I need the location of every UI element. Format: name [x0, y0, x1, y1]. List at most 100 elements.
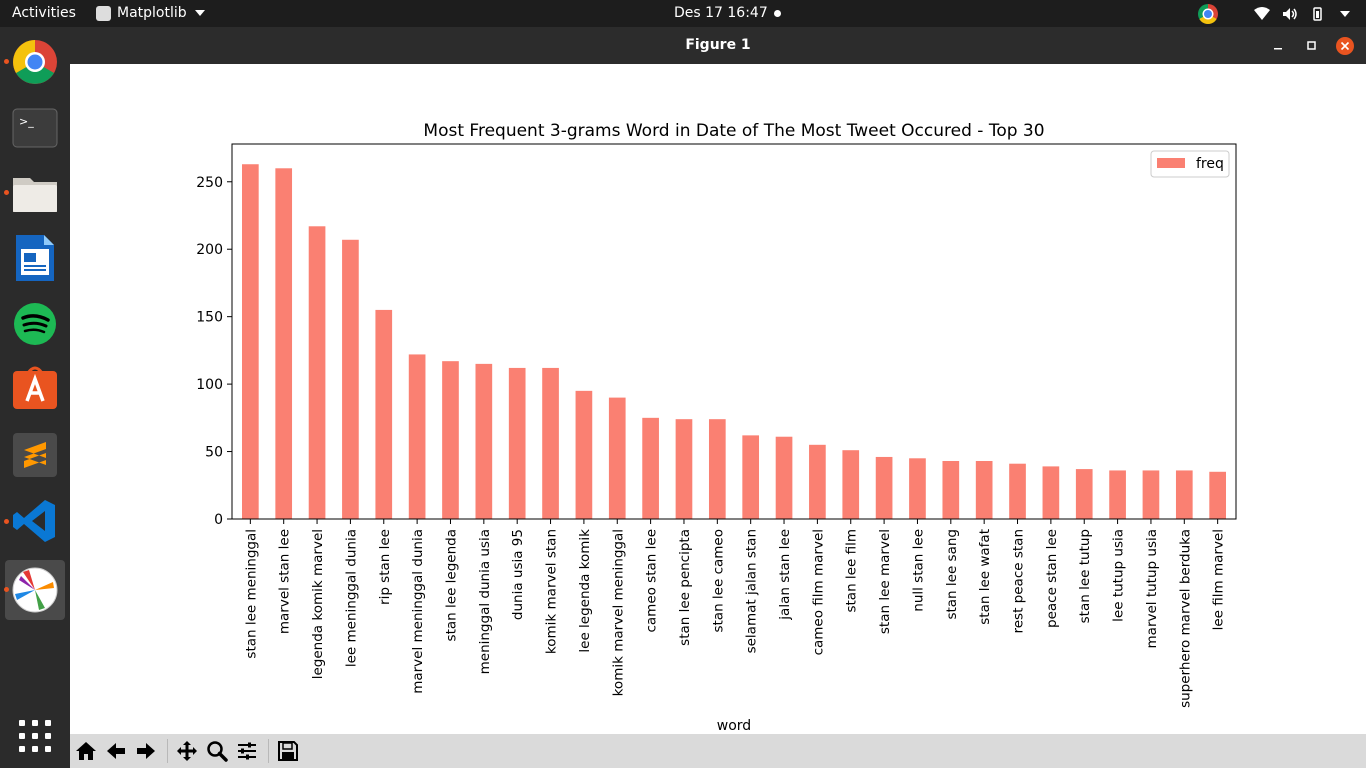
bar [242, 164, 259, 519]
bar [1109, 470, 1126, 519]
x-tick-label: legenda komik marvel [310, 529, 326, 679]
window-titlebar[interactable]: Figure 1 [70, 27, 1366, 64]
bar [708, 419, 726, 519]
dock-spotify[interactable] [10, 299, 60, 349]
x-tick-label: lee film marvel [1211, 529, 1227, 630]
wifi-icon[interactable] [1254, 7, 1270, 21]
subplots-icon [238, 742, 256, 760]
bar [308, 226, 326, 519]
maximize-icon[interactable] [1302, 37, 1320, 55]
home-button[interactable] [73, 738, 99, 764]
x-tick-label: marvel stan lee [277, 529, 293, 634]
bars-group [242, 164, 1226, 519]
bar [975, 460, 993, 519]
chrome-tray-icon[interactable] [1198, 4, 1218, 24]
volume-icon[interactable] [1282, 7, 1298, 21]
x-tick-label: stan lee pencipta [677, 529, 693, 646]
legend-box [1150, 150, 1230, 178]
bar [1209, 471, 1226, 519]
close-icon[interactable] [1336, 37, 1354, 55]
bar [742, 435, 760, 519]
top-bar: Activities Matplotlib Des 17 16:47 [0, 0, 1366, 27]
bar [375, 309, 393, 519]
matplotlib-icon [12, 567, 58, 613]
back-icon [107, 743, 125, 759]
dock-files[interactable] [10, 168, 60, 218]
running-indicator [4, 190, 9, 195]
pan-button[interactable] [174, 738, 200, 764]
y-tick-label: 100 [196, 377, 223, 393]
bar [608, 397, 626, 519]
clock[interactable]: Des 17 16:47 [674, 5, 781, 21]
bar [342, 239, 359, 519]
bar [575, 390, 593, 519]
activities-button[interactable]: Activities [12, 5, 76, 21]
x-tick-label: stan lee wafat [977, 529, 993, 625]
x-tick-label: komik marvel stan [544, 529, 560, 654]
dock-matplotlib[interactable] [5, 560, 65, 620]
forward-button[interactable] [133, 738, 159, 764]
battery-icon[interactable] [1310, 7, 1326, 21]
bar [1175, 470, 1193, 519]
clock-label: Des 17 16:47 [674, 5, 768, 21]
x-tick-label: lee tutup usia [1111, 529, 1127, 622]
y-tick-label: 250 [196, 175, 223, 191]
svg-text:>_: >_ [19, 115, 34, 128]
vscode-icon [13, 500, 55, 542]
x-tick-label: stan lee cameo [710, 529, 726, 633]
x-tick-label: meninggal dunia usia [477, 529, 493, 674]
matplotlib-app-icon [96, 5, 111, 21]
bar [642, 417, 659, 519]
dock-vscode[interactable] [10, 496, 60, 546]
legend: freq [1150, 150, 1230, 178]
x-tick-label: rip stan lee [377, 529, 393, 605]
bar [1142, 470, 1160, 519]
running-indicator [4, 519, 9, 524]
x-tick-label: cameo stan lee [644, 529, 660, 633]
chrome-icon [13, 40, 57, 84]
figure-canvas[interactable]: Most Frequent 3-grams Word in Date of Th… [70, 64, 1366, 734]
dock-software[interactable] [10, 363, 60, 413]
x-tick-label: stan lee marvel [877, 529, 893, 634]
bar [508, 367, 526, 519]
y-tick-label: 150 [196, 310, 223, 326]
y-tick-label: 50 [205, 445, 223, 461]
bar [408, 354, 426, 519]
save-icon [278, 741, 298, 761]
bar [275, 168, 293, 519]
x-tick-label: marvel meninggal dunia [410, 529, 426, 694]
running-indicator [4, 587, 9, 592]
running-indicator [4, 59, 9, 64]
system-menu-chevron-icon[interactable] [1340, 11, 1350, 17]
show-applications-icon[interactable] [19, 720, 51, 752]
save-button[interactable] [275, 738, 301, 764]
zoom-button[interactable] [204, 738, 230, 764]
back-button[interactable] [103, 738, 129, 764]
legend-label: freq [1196, 156, 1224, 172]
software-icon [13, 366, 57, 409]
x-axis: stan lee meninggal marvel stan lee legenda… [243, 519, 1227, 708]
x-axis-label: word [717, 718, 751, 734]
bar [809, 444, 826, 519]
dock-chrome[interactable] [10, 37, 60, 87]
x-tick-label: superhero marvel berduka [1177, 529, 1193, 708]
x-tick-label: peace stan lee [1044, 529, 1060, 628]
dock-terminal[interactable]: >_ [10, 103, 60, 153]
dock-writer[interactable] [10, 233, 60, 283]
x-tick-label: selamat jalan stan [744, 529, 760, 653]
legend-swatch [1157, 158, 1185, 168]
zoom-icon [207, 741, 228, 762]
subplots-button[interactable] [234, 738, 260, 764]
x-tick-label: jalan stan lee [777, 529, 793, 621]
dock-sublime[interactable] [10, 430, 60, 480]
system-tray[interactable] [1198, 4, 1350, 24]
sublime-icon [13, 433, 57, 477]
x-tick-label: stan lee meninggal [243, 529, 259, 659]
pan-icon [177, 741, 197, 761]
x-tick-label: cameo film marvel [810, 529, 826, 655]
app-menu[interactable]: Matplotlib [96, 5, 205, 21]
x-tick-label: stan lee legenda [443, 529, 459, 641]
terminal-icon: >_ [12, 108, 58, 148]
window-title: Figure 1 [685, 37, 751, 53]
minimize-icon[interactable] [1269, 37, 1287, 55]
